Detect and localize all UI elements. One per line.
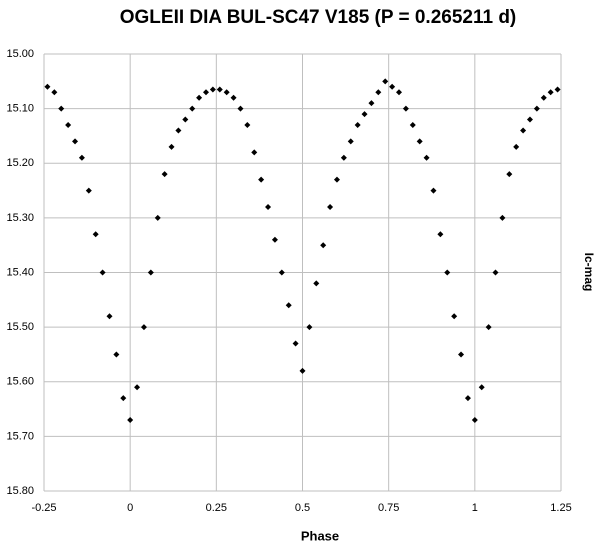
- chart-title: OGLEII DIA BUL-SC47 V185 (P = 0.265211 d…: [120, 7, 517, 28]
- y-tick-label: 15.80: [6, 485, 34, 497]
- data-point: [120, 395, 127, 402]
- x-tick-label: 0.5: [295, 502, 310, 514]
- data-point: [368, 100, 375, 107]
- y-tick-label: 15.00: [6, 48, 34, 60]
- data-point: [175, 127, 182, 134]
- data-point: [375, 89, 382, 96]
- data-point: [168, 143, 175, 150]
- data-point: [306, 324, 313, 331]
- data-point: [223, 89, 230, 96]
- data-point: [65, 122, 72, 129]
- data-point: [361, 111, 368, 118]
- y-tick-label: 15.30: [6, 212, 34, 224]
- data-point: [113, 351, 120, 358]
- x-tick-label: 0.25: [206, 502, 227, 514]
- data-point: [458, 351, 465, 358]
- data-point: [533, 105, 540, 112]
- data-point: [513, 143, 520, 150]
- data-point: [444, 269, 451, 276]
- y-axis-label: Ic-mag: [582, 253, 596, 292]
- data-point: [520, 127, 527, 134]
- data-point: [354, 122, 361, 129]
- data-point: [140, 324, 147, 331]
- data-point: [271, 236, 278, 243]
- data-point: [547, 89, 554, 96]
- data-point: [327, 203, 334, 210]
- data-point: [478, 384, 485, 391]
- data-point: [196, 94, 203, 101]
- data-point: [85, 187, 92, 194]
- data-point: [396, 89, 403, 96]
- data-point: [485, 324, 492, 331]
- x-tick-label: 0: [127, 502, 133, 514]
- x-axis-label: Phase: [301, 528, 339, 543]
- x-tick-label: 1: [472, 502, 478, 514]
- data-point: [189, 105, 196, 112]
- data-point: [78, 154, 85, 161]
- y-tick-label: 15.50: [6, 321, 34, 333]
- y-tick-label: 15.60: [6, 376, 34, 388]
- data-point: [278, 269, 285, 276]
- data-point: [237, 105, 244, 112]
- data-point: [430, 187, 437, 194]
- data-point: [464, 395, 471, 402]
- data-point: [44, 83, 51, 90]
- data-point: [285, 302, 292, 309]
- data-point: [58, 105, 65, 112]
- x-tick-label: 0.75: [378, 502, 399, 514]
- data-point: [313, 280, 320, 287]
- data-point: [127, 416, 134, 423]
- y-tick-label: 15.40: [6, 266, 34, 278]
- data-point: [202, 89, 209, 96]
- y-tick-label: 15.10: [6, 103, 34, 115]
- data-point: [347, 138, 354, 145]
- data-point: [451, 313, 458, 320]
- data-point: [182, 116, 189, 123]
- data-point: [389, 83, 396, 90]
- y-tick-label: 15.70: [6, 430, 34, 442]
- data-point: [92, 231, 99, 238]
- y-tick-label: 15.20: [6, 157, 34, 169]
- data-point: [437, 231, 444, 238]
- data-point: [265, 203, 272, 210]
- data-point: [320, 242, 327, 249]
- data-point: [51, 89, 58, 96]
- data-point: [251, 149, 258, 156]
- x-tick-label: -0.25: [31, 502, 56, 514]
- data-point: [540, 94, 547, 101]
- data-point: [506, 171, 513, 178]
- data-point: [244, 122, 251, 129]
- x-tick-label: 1.25: [550, 502, 571, 514]
- data-point: [471, 416, 478, 423]
- data-point: [382, 78, 389, 85]
- data-point: [333, 176, 340, 183]
- data-point: [209, 86, 216, 93]
- data-point: [99, 269, 106, 276]
- data-point: [147, 269, 154, 276]
- data-point: [340, 154, 347, 161]
- data-point: [299, 367, 306, 374]
- data-point: [72, 138, 79, 145]
- data-point: [554, 86, 561, 93]
- data-point: [416, 138, 423, 145]
- data-point: [161, 171, 168, 178]
- data-point: [106, 313, 113, 320]
- data-point: [409, 122, 416, 129]
- data-point: [492, 269, 499, 276]
- data-point: [423, 154, 430, 161]
- data-point: [526, 116, 533, 123]
- data-point: [216, 86, 223, 93]
- data-point: [499, 214, 506, 221]
- data-point: [292, 340, 299, 347]
- data-point: [402, 105, 409, 112]
- data-point: [258, 176, 265, 183]
- data-point: [134, 384, 141, 391]
- data-point: [230, 94, 237, 101]
- data-point: [154, 214, 161, 221]
